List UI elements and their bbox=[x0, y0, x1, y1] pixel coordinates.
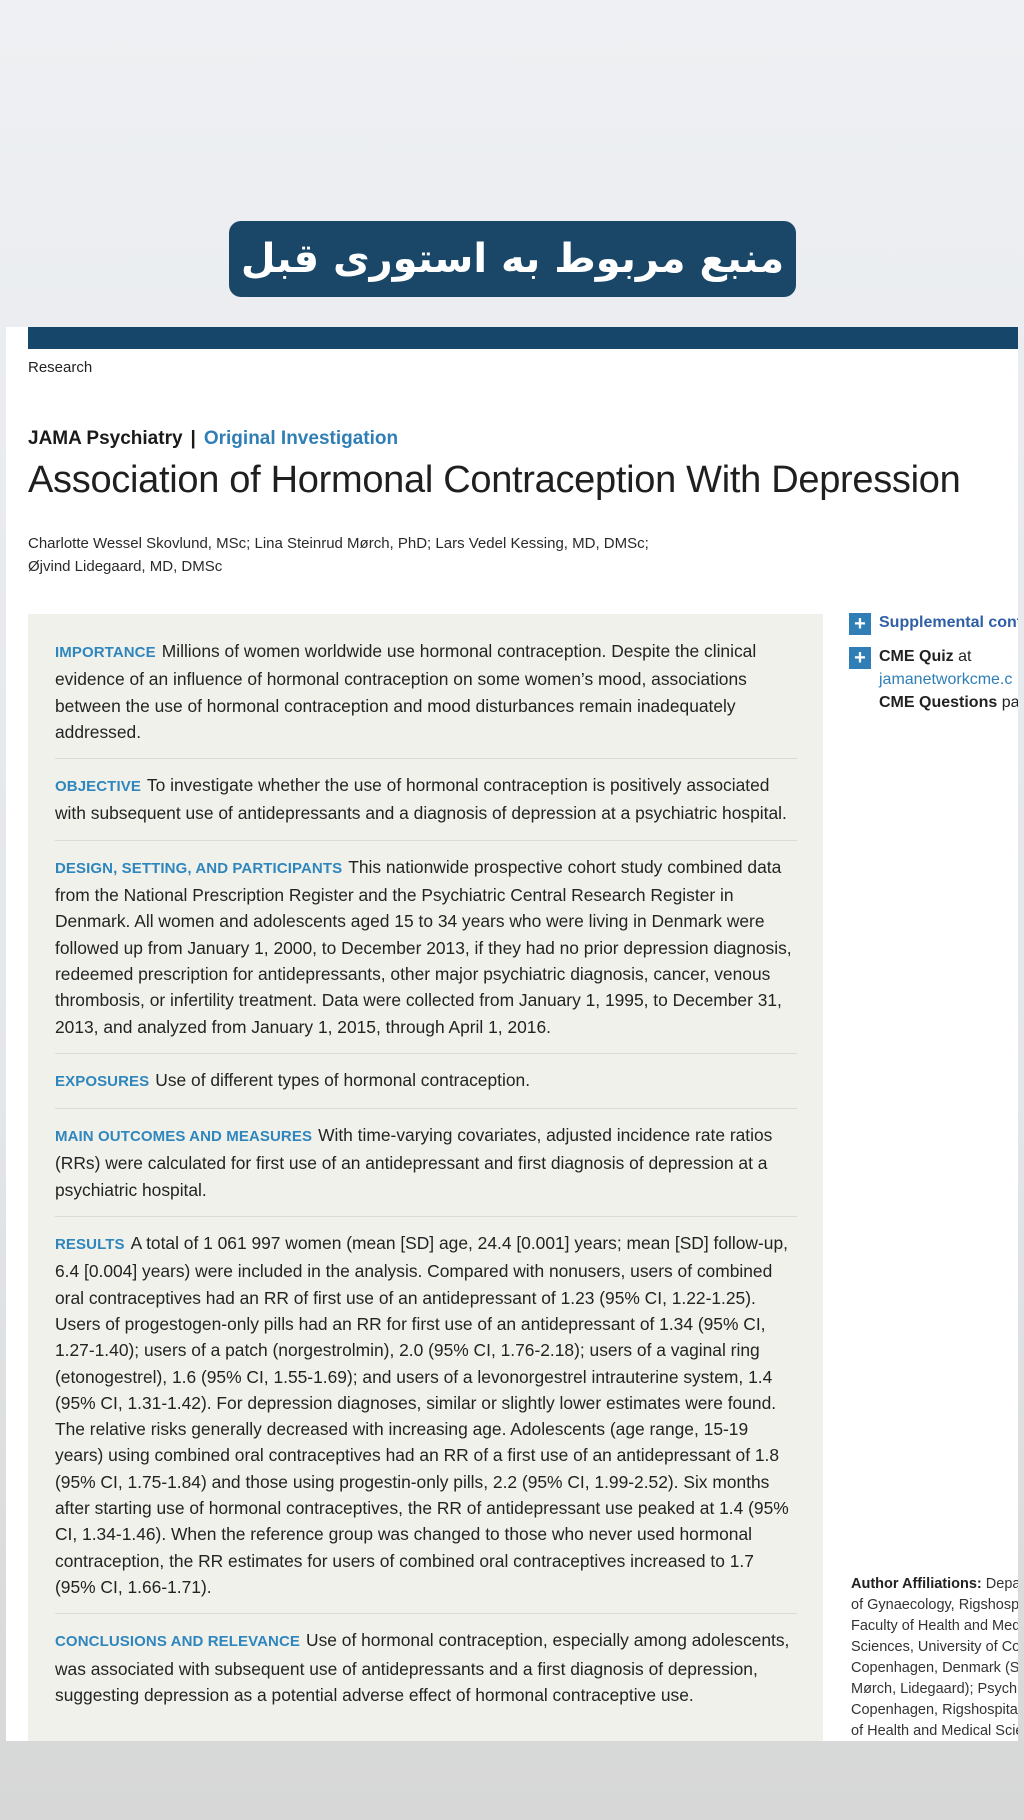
abstract-conclusions: CONCLUSIONS AND RELEVANCE Use of hormonal… bbox=[55, 1627, 797, 1721]
abstract-text: To investigate whether the use of hormon… bbox=[55, 775, 787, 824]
abstract-design: DESIGN, SETTING, AND PARTICIPANTS This na… bbox=[55, 854, 797, 1054]
cme-at: at bbox=[958, 648, 972, 665]
affiliation-line: of Health and Medical Scie bbox=[851, 1723, 1018, 1739]
affiliation-line: Copenhagen, Rigshospita bbox=[851, 1702, 1018, 1718]
abstract-heading: MAIN OUTCOMES AND MEASURES bbox=[55, 1128, 313, 1146]
article-page: Research JAMA Psychiatry | Original Invest… bbox=[6, 327, 1018, 1741]
plus-icon[interactable]: + bbox=[849, 613, 871, 635]
author-list: Charlotte Wessel Skovlund, MSc; Lina Ste… bbox=[28, 532, 728, 578]
abstract-results: RESULTS A total of 1 061 997 women (mean … bbox=[55, 1230, 797, 1615]
affiliation-line: Copenhagen, Denmark (S bbox=[851, 1660, 1018, 1676]
story-banner: منبع مربوط به استوری قبل bbox=[229, 221, 796, 297]
plus-icon[interactable]: + bbox=[849, 647, 871, 669]
abstract-text: Use of hormonal contraception, especiall… bbox=[55, 1630, 790, 1705]
journal-separator: | bbox=[190, 428, 196, 449]
abstract-heading: RESULTS bbox=[55, 1236, 125, 1254]
cme-quiz-item[interactable]: + CME Quiz at jamanetworkcme.c CME Quest… bbox=[849, 645, 1018, 714]
supplemental-content-link[interactable]: + Supplemental cont bbox=[849, 611, 1018, 635]
affiliations-label: Author Affiliations: bbox=[851, 1576, 982, 1592]
abstract-text: Millions of women worldwide use hormonal… bbox=[55, 641, 757, 742]
abstract-exposures: EXPOSURES Use of different types of hormo… bbox=[55, 1067, 797, 1110]
abstract-heading: EXPOSURES bbox=[55, 1072, 150, 1090]
supplemental-label[interactable]: Supplemental cont bbox=[879, 614, 1018, 631]
abstract-outcomes: MAIN OUTCOMES AND MEASURES With time-vary… bbox=[55, 1122, 797, 1218]
abstract-text: Use of different types of hormonal contr… bbox=[155, 1069, 531, 1090]
abstract-heading: IMPORTANCE bbox=[55, 644, 156, 661]
abstract-text: With time-varying covariates, adjusted i… bbox=[55, 1125, 773, 1200]
affiliation-line: Sciences, University of Co bbox=[851, 1639, 1018, 1655]
cme-link[interactable]: jamanetworkcme.c bbox=[879, 671, 1013, 688]
authors-line-1: Charlotte Wessel Skovlund, MSc; Lina Ste… bbox=[28, 535, 649, 552]
author-affiliations: Author Affiliations: Depa of Gynaecology… bbox=[851, 1574, 1018, 1741]
authors-line-2: Øjvind Lidegaard, MD, DMSc bbox=[28, 558, 223, 575]
abstract-heading: OBJECTIVE bbox=[55, 778, 141, 796]
section-label: Research bbox=[28, 359, 93, 376]
abstract-objective: OBJECTIVE To investigate whether the use … bbox=[55, 772, 797, 841]
abstract-text: This nationwide prospective cohort study… bbox=[55, 856, 792, 1037]
article-title: Association of Hormonal Contraception Wi… bbox=[28, 459, 961, 501]
cme-quiz-label: CME Quiz bbox=[879, 648, 954, 665]
cme-questions-label: CME Questions bbox=[879, 694, 998, 711]
header-bar bbox=[28, 327, 1018, 349]
article-type: Original Investigation bbox=[203, 428, 399, 449]
affiliation-line: Depa bbox=[985, 1576, 1018, 1592]
cme-page: pag bbox=[1001, 694, 1018, 711]
affiliation-line: Mørch, Lidegaard); Psych bbox=[851, 1681, 1018, 1697]
affiliation-line: of Gynaecology, Rigshosp bbox=[851, 1597, 1018, 1613]
cme-text: CME Quiz at jamanetworkcme.c CME Questio… bbox=[879, 645, 1018, 714]
abstract-heading: DESIGN, SETTING, AND PARTICIPANTS bbox=[55, 859, 343, 877]
abstract-importance: IMPORTANCE Millions of women worldwide us… bbox=[55, 638, 797, 760]
journal-line: JAMA Psychiatry | Original Investigation bbox=[28, 428, 398, 450]
sidebar: + Supplemental cont + CME Quiz at jamane… bbox=[849, 611, 1018, 724]
abstract-heading: CONCLUSIONS AND RELEVANCE bbox=[55, 1633, 301, 1651]
abstract-text: A total of 1 061 997 women (mean [SD] ag… bbox=[55, 1233, 789, 1597]
abstract-box: IMPORTANCE Millions of women worldwide us… bbox=[28, 614, 823, 1741]
affiliation-line: Faculty of Health and Med bbox=[851, 1618, 1018, 1634]
journal-name: JAMA Psychiatry bbox=[28, 428, 183, 449]
